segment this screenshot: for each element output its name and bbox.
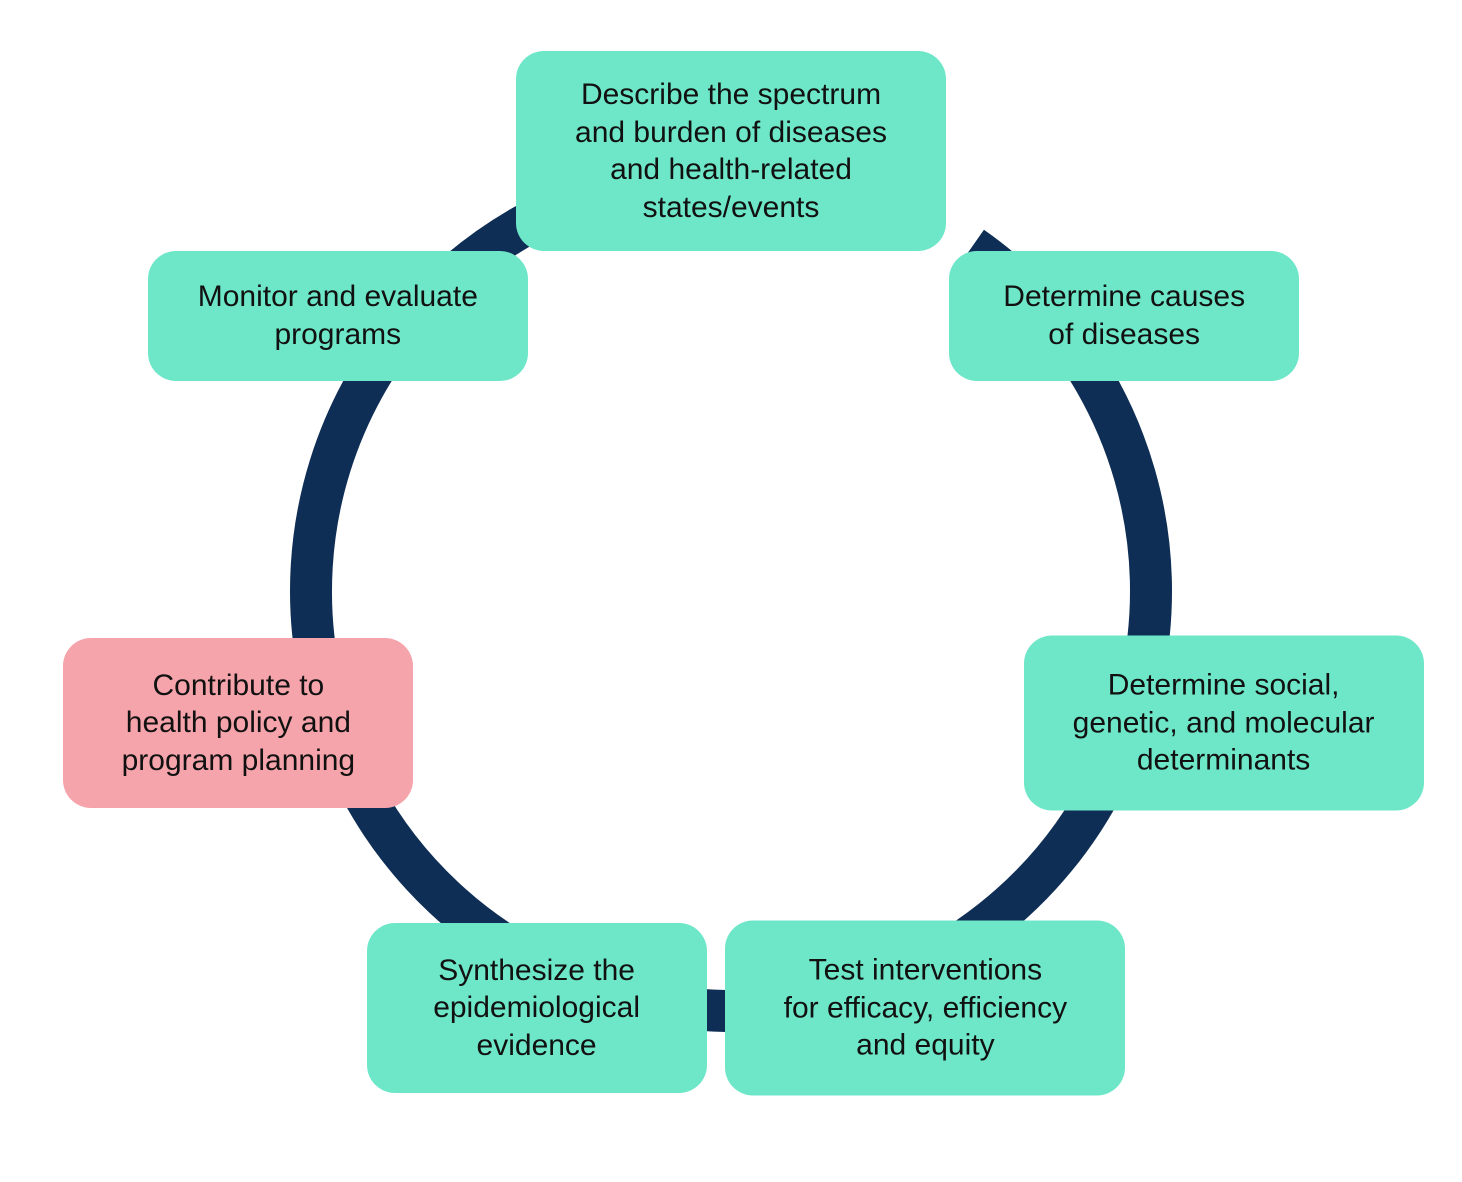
cycle-node-policy: Contribute to health policy and program … bbox=[63, 638, 413, 808]
cycle-node-determinants: Determine social, genetic, and molecular… bbox=[1024, 635, 1424, 810]
cycle-node-label: Describe the spectrum and burden of dise… bbox=[575, 76, 887, 226]
cycle-node-label: Synthesize the epidemiological evidence bbox=[433, 952, 640, 1065]
cycle-node-label: Monitor and evaluate programs bbox=[198, 278, 478, 353]
cycle-node-label: Determine causes of diseases bbox=[1003, 278, 1245, 353]
cycle-node-describe: Describe the spectrum and burden of dise… bbox=[516, 51, 946, 251]
cycle-node-label: Test interventions for efficacy, efficie… bbox=[784, 952, 1067, 1065]
cycle-node-causes: Determine causes of diseases bbox=[949, 251, 1299, 381]
cycle-node-label: Contribute to health policy and program … bbox=[122, 667, 355, 780]
cycle-diagram: Describe the spectrum and burden of dise… bbox=[0, 0, 1462, 1182]
cycle-node-label: Determine social, genetic, and molecular… bbox=[1073, 667, 1375, 780]
cycle-node-interventions: Test interventions for efficacy, efficie… bbox=[725, 920, 1125, 1095]
cycle-node-monitor: Monitor and evaluate programs bbox=[148, 251, 528, 381]
cycle-node-synthesize: Synthesize the epidemiological evidence bbox=[367, 923, 707, 1093]
